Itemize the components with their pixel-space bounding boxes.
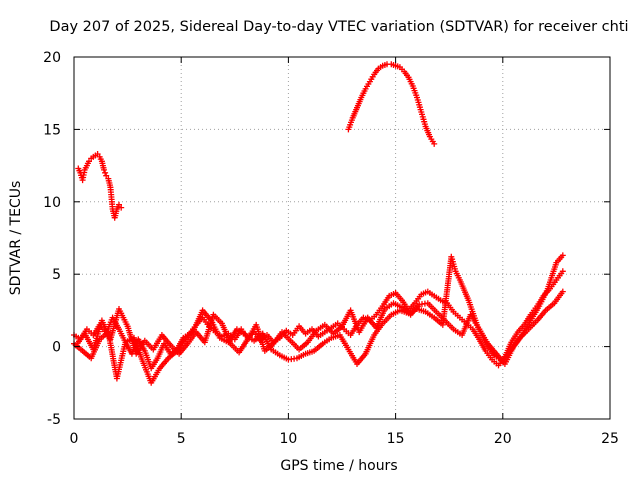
- chart-title: Day 207 of 2025, Sidereal Day-to-day VTE…: [49, 19, 628, 35]
- data-point: [118, 204, 125, 211]
- y-tick-label: 20: [43, 50, 61, 66]
- x-tick-label: 25: [601, 431, 619, 447]
- plot-frame: [73, 56, 611, 420]
- y-tick-label: -5: [47, 412, 61, 428]
- data-point: [559, 268, 566, 275]
- data-point: [431, 140, 438, 147]
- grid: [74, 57, 610, 419]
- x-tick-label: 0: [70, 431, 79, 447]
- data-point: [559, 288, 566, 295]
- x-axis-label: GPS time / hours: [280, 458, 397, 474]
- y-tick-label: 10: [43, 195, 61, 211]
- data-point: [102, 169, 109, 176]
- data-points: [71, 61, 566, 386]
- x-tick-label: 5: [177, 431, 186, 447]
- x-tick-label: 20: [494, 431, 512, 447]
- y-tick-label: 15: [43, 122, 61, 138]
- y-axis-label: SDTVAR / TECUs: [8, 181, 24, 296]
- y-tick-label: 5: [52, 267, 61, 283]
- axis-ticks: 0 5 10 15 20 25 -5 0 5 10 15 20: [43, 50, 619, 447]
- x-tick-label: 15: [387, 431, 405, 447]
- data-point: [559, 252, 566, 259]
- x-tick-label: 10: [279, 431, 297, 447]
- data-point: [101, 166, 107, 173]
- y-tick-label: 0: [52, 340, 61, 356]
